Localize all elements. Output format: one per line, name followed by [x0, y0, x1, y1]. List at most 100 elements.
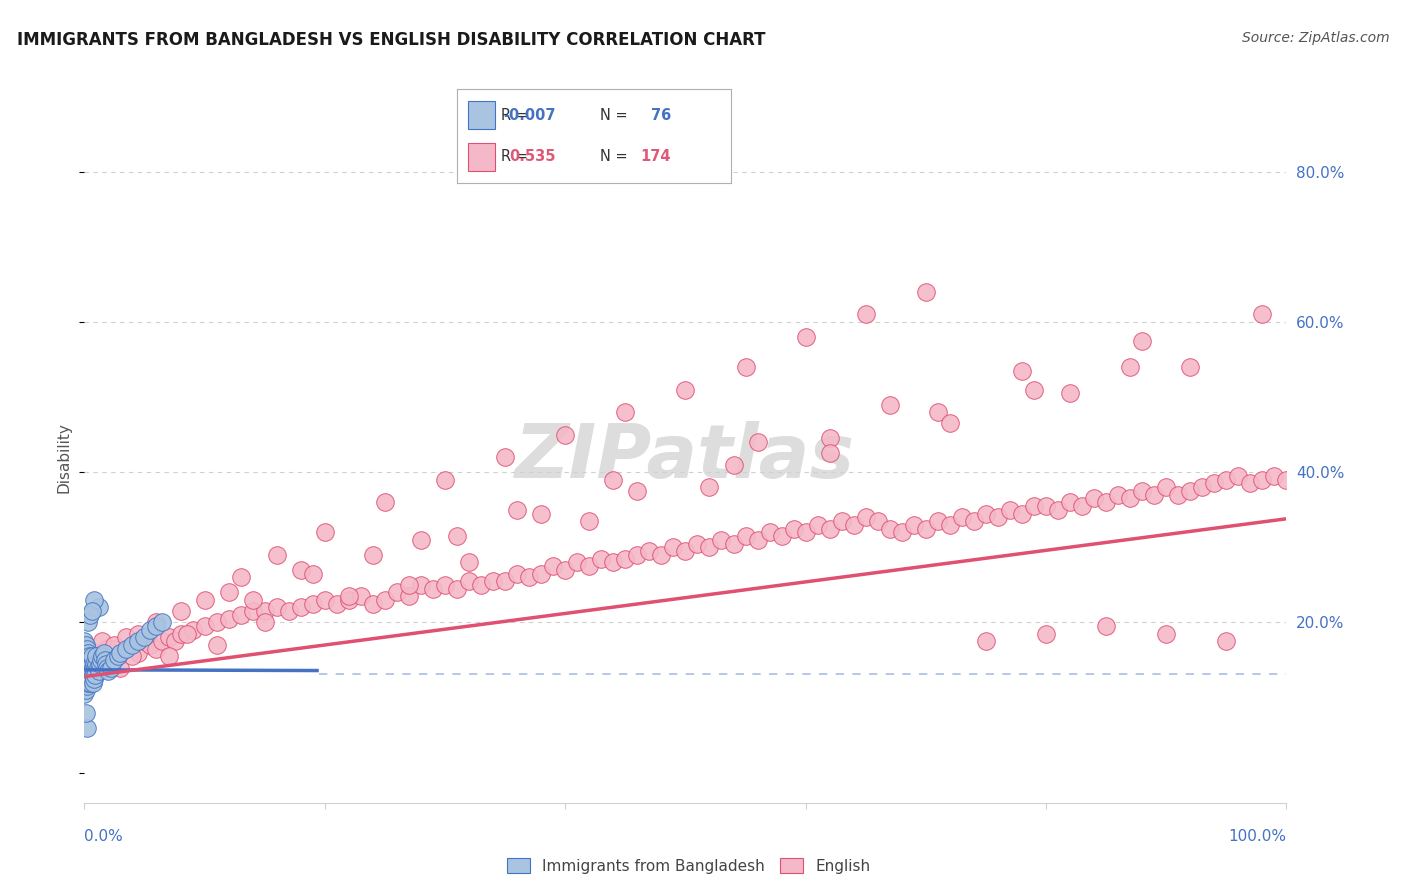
- Point: [638, 544, 661, 558]
- Point: [253, 604, 276, 618]
- Point: [314, 593, 336, 607]
- Point: [242, 604, 264, 618]
- Point: [157, 631, 180, 645]
- Point: [76, 672, 98, 686]
- Point: [1275, 473, 1298, 487]
- Point: [398, 589, 420, 603]
- Point: [77, 660, 100, 674]
- Point: [782, 522, 804, 536]
- Point: [818, 431, 841, 445]
- Point: [76, 721, 98, 735]
- Point: [1156, 480, 1178, 494]
- Point: [86, 646, 108, 660]
- Text: N =: N =: [599, 149, 627, 164]
- Point: [80, 604, 103, 618]
- Point: [77, 668, 100, 682]
- Point: [77, 657, 100, 671]
- Point: [127, 646, 149, 660]
- Point: [675, 383, 697, 397]
- Text: N =: N =: [599, 108, 627, 123]
- Point: [530, 566, 553, 581]
- Point: [482, 574, 505, 588]
- Point: [866, 514, 889, 528]
- Point: [1011, 364, 1033, 378]
- Point: [115, 641, 138, 656]
- Point: [626, 548, 648, 562]
- Point: [145, 619, 167, 633]
- Point: [1022, 499, 1045, 513]
- Point: [446, 529, 468, 543]
- Point: [277, 604, 299, 618]
- Point: [75, 706, 97, 720]
- Point: [939, 417, 962, 431]
- Text: 0.535: 0.535: [509, 149, 555, 164]
- Point: [266, 600, 288, 615]
- Point: [1130, 334, 1153, 348]
- Point: [80, 649, 103, 664]
- Point: [73, 657, 96, 671]
- Point: [110, 646, 132, 660]
- Point: [194, 619, 217, 633]
- Point: [879, 398, 901, 412]
- Point: [83, 593, 105, 607]
- Point: [93, 646, 115, 660]
- Point: [385, 585, 408, 599]
- Text: 76: 76: [651, 108, 671, 123]
- Point: [86, 660, 108, 674]
- Point: [1251, 473, 1274, 487]
- Point: [1263, 469, 1285, 483]
- Point: [83, 665, 105, 679]
- Point: [79, 653, 101, 667]
- Point: [1156, 626, 1178, 640]
- Point: [446, 582, 468, 596]
- Point: [903, 517, 925, 532]
- Point: [614, 551, 637, 566]
- Point: [915, 522, 938, 536]
- Point: [710, 533, 733, 547]
- Point: [699, 541, 721, 555]
- Point: [127, 626, 149, 640]
- Point: [82, 675, 104, 690]
- Point: [218, 585, 240, 599]
- Text: -0.007: -0.007: [503, 108, 555, 123]
- Point: [422, 582, 444, 596]
- Point: [361, 548, 384, 562]
- Point: [1180, 359, 1202, 374]
- Point: [145, 641, 167, 656]
- Point: [73, 665, 96, 679]
- Point: [96, 660, 118, 674]
- Point: [127, 634, 149, 648]
- Point: [242, 593, 264, 607]
- Point: [152, 615, 174, 630]
- Point: [107, 649, 129, 664]
- Point: [77, 653, 100, 667]
- Point: [409, 578, 432, 592]
- Point: [1251, 307, 1274, 321]
- Point: [87, 600, 110, 615]
- Point: [75, 646, 97, 660]
- Point: [76, 649, 98, 664]
- Point: [409, 533, 432, 547]
- Point: [927, 514, 949, 528]
- Point: [181, 623, 204, 637]
- Point: [578, 514, 600, 528]
- Point: [75, 638, 97, 652]
- Point: [205, 615, 228, 630]
- Point: [73, 641, 96, 656]
- Text: IMMIGRANTS FROM BANGLADESH VS ENGLISH DISABILITY CORRELATION CHART: IMMIGRANTS FROM BANGLADESH VS ENGLISH DI…: [17, 31, 765, 49]
- Text: 0.0%: 0.0%: [84, 830, 124, 844]
- Point: [80, 657, 103, 671]
- Point: [75, 675, 97, 690]
- Point: [91, 649, 114, 664]
- Point: [554, 427, 576, 442]
- Point: [169, 626, 191, 640]
- Point: [75, 653, 97, 667]
- Point: [1119, 359, 1142, 374]
- Point: [91, 649, 114, 664]
- Point: [218, 612, 240, 626]
- Point: [290, 600, 312, 615]
- Point: [374, 593, 396, 607]
- Point: [115, 631, 138, 645]
- Point: [103, 641, 125, 656]
- Point: [83, 657, 105, 671]
